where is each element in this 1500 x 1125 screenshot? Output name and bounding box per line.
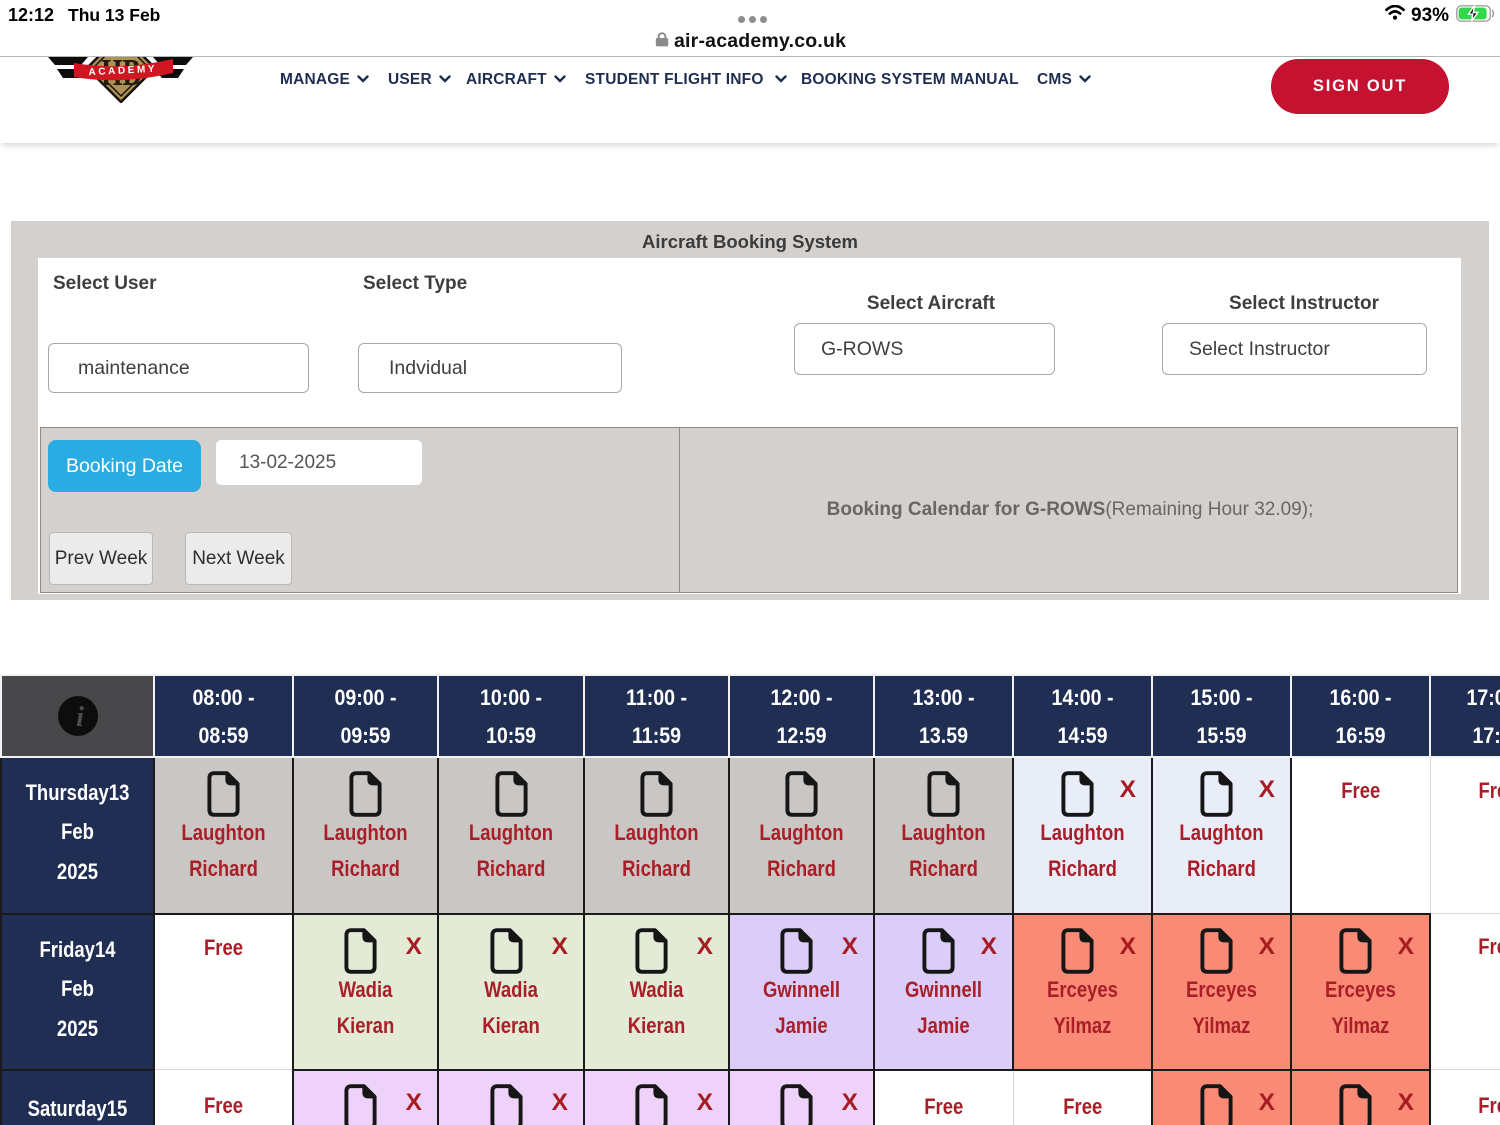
svg-text:ACADEMY: ACADEMY [88, 64, 157, 79]
svg-text:i: i [76, 702, 84, 733]
